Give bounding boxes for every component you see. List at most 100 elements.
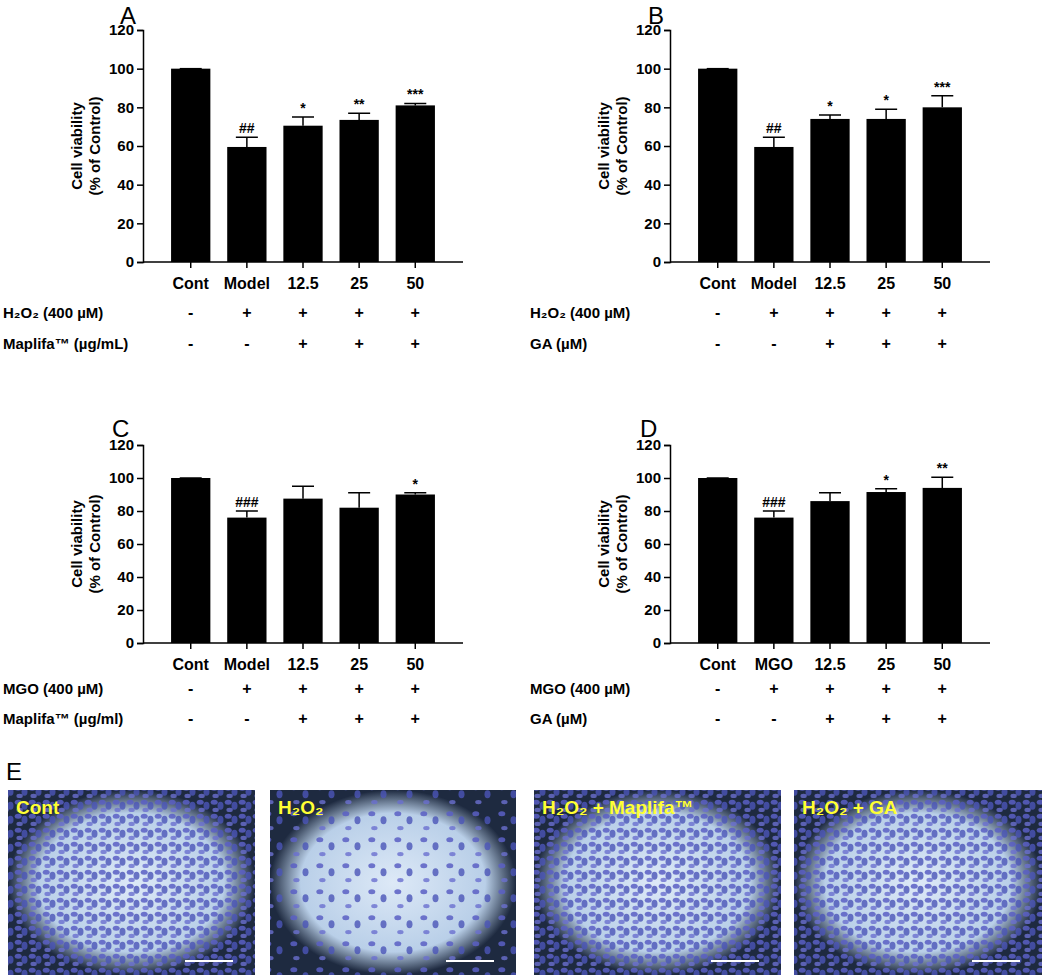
condition-sign: +	[411, 710, 420, 727]
x-tick-label: 25	[877, 275, 895, 292]
condition-sign: +	[411, 680, 420, 697]
significance-label: *	[827, 98, 833, 114]
x-tick-mark	[302, 643, 304, 649]
condition-sign: +	[938, 335, 947, 352]
y-tick: 20	[117, 215, 143, 232]
condition-sign: +	[769, 680, 778, 697]
condition-sign: +	[354, 680, 363, 697]
y-tick: 120	[109, 21, 143, 38]
y-tick-label: 20	[117, 601, 134, 618]
y-axis-title-line: Cell viability	[595, 102, 612, 190]
bar	[866, 492, 905, 643]
x-tick-mark	[246, 643, 248, 649]
y-tick-label: 20	[644, 601, 661, 618]
x-tick-label: 12.5	[287, 275, 318, 292]
y-tick-mark	[664, 511, 670, 513]
x-tick-label: 12.5	[814, 656, 845, 673]
x-tick-label: Cont	[700, 656, 737, 673]
condition-sign: +	[354, 335, 363, 352]
y-tick-mark	[137, 68, 143, 70]
y-tick-mark	[137, 262, 143, 264]
x-tick: 25	[877, 643, 895, 673]
y-tick-label: 20	[117, 215, 134, 232]
x-tick: Model	[751, 262, 797, 292]
significance-label: ##	[766, 120, 782, 136]
y-tick: 20	[644, 215, 670, 232]
y-tick-mark	[137, 146, 143, 148]
y-tick-label: 60	[644, 137, 661, 154]
y-axis: 020406080100120	[109, 21, 144, 270]
condition-sign: +	[881, 710, 890, 727]
error-bar	[875, 489, 897, 492]
error-bar	[931, 96, 953, 108]
error-bar	[348, 493, 370, 508]
y-tick-mark	[137, 478, 143, 480]
y-tick-mark	[664, 223, 670, 225]
significance-label: ##	[239, 120, 255, 136]
x-tick-label: Model	[224, 656, 270, 673]
y-axis-title: Cell viability(% of Control)	[595, 96, 630, 195]
x-tick: 25	[350, 262, 368, 292]
y-tick: 100	[636, 60, 670, 77]
y-tick-mark	[664, 262, 670, 264]
x-tick-mark	[773, 262, 775, 268]
micrograph	[8, 790, 255, 975]
condition-sign: +	[825, 680, 834, 697]
x-tick-mark	[885, 643, 887, 649]
bar	[396, 495, 435, 644]
y-tick-mark	[137, 445, 143, 447]
y-tick-mark	[664, 184, 670, 186]
y-tick-mark	[664, 577, 670, 579]
y-tick: 0	[126, 634, 143, 651]
error-bar	[875, 109, 897, 119]
y-tick-mark	[137, 30, 143, 32]
y-tick-label: 60	[644, 535, 661, 552]
y-tick-mark	[137, 577, 143, 579]
condition-sign: +	[881, 680, 890, 697]
significance-label: ***	[934, 79, 951, 95]
condition-sign: -	[771, 335, 776, 352]
x-tick-label: 50	[933, 275, 951, 292]
y-tick-mark	[137, 184, 143, 186]
condition-sign: +	[881, 304, 890, 321]
y-tick-mark	[664, 445, 670, 447]
y-axis-title-line: (% of Control)	[613, 96, 630, 195]
x-tick: Model	[224, 643, 270, 673]
y-tick: 120	[636, 21, 670, 38]
y-tick-label: 0	[126, 634, 134, 651]
condition-sign: -	[188, 335, 193, 352]
y-tick-mark	[664, 30, 670, 32]
y-tick: 60	[117, 535, 143, 552]
figure: ACell viability(% of Control)##******020…	[0, 0, 1050, 977]
y-tick-label: 80	[117, 502, 134, 519]
error-bar	[348, 113, 370, 120]
y-tick: 40	[117, 176, 143, 193]
condition-sign: +	[769, 304, 778, 321]
x-tick-label: 25	[350, 275, 368, 292]
y-tick-label: 60	[117, 137, 134, 154]
scale-bar	[972, 960, 1020, 962]
significance-label: *	[300, 100, 306, 116]
micrograph-cells	[270, 790, 516, 975]
y-tick-label: 80	[117, 99, 134, 116]
bar	[698, 69, 737, 262]
significance-label: ***	[407, 86, 424, 102]
x-tick-mark	[773, 643, 775, 649]
y-axis-title-line: Cell viability	[68, 500, 85, 588]
x-tick-label: 50	[406, 656, 424, 673]
x-tick: Cont	[173, 643, 210, 673]
x-axis: ContModel12.52550	[143, 643, 463, 673]
condition-sign: +	[825, 710, 834, 727]
x-tick: MGO	[755, 643, 793, 673]
condition-sign: +	[825, 335, 834, 352]
y-tick-mark	[664, 146, 670, 148]
error-bar	[236, 137, 258, 147]
x-tick-label: Model	[751, 275, 797, 292]
micrograph-cells	[794, 790, 1042, 975]
x-tick-mark	[190, 643, 192, 649]
error-bar	[763, 137, 785, 147]
y-tick-label: 100	[636, 469, 661, 486]
condition-label: GA (µM)	[530, 710, 587, 727]
y-axis-line	[664, 31, 671, 263]
condition-sign: +	[298, 304, 307, 321]
